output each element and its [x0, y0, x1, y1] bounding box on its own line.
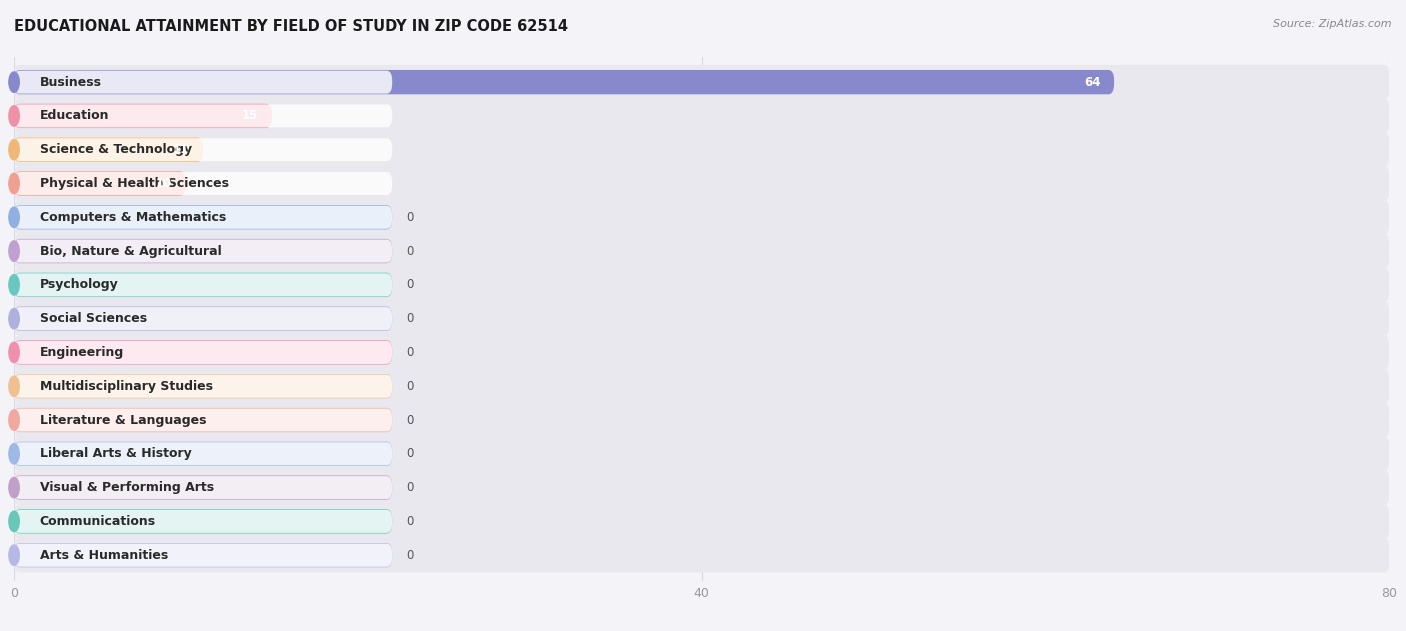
Text: 11: 11 — [173, 143, 190, 156]
Circle shape — [8, 545, 20, 565]
Text: 0: 0 — [406, 211, 413, 224]
Circle shape — [8, 106, 20, 126]
FancyBboxPatch shape — [14, 408, 392, 432]
Text: 0: 0 — [406, 413, 413, 427]
FancyBboxPatch shape — [14, 375, 392, 398]
FancyBboxPatch shape — [14, 408, 392, 432]
Text: Visual & Performing Arts: Visual & Performing Arts — [39, 481, 214, 494]
FancyBboxPatch shape — [14, 240, 392, 262]
FancyBboxPatch shape — [14, 138, 392, 161]
Circle shape — [8, 309, 20, 329]
Text: Computers & Mathematics: Computers & Mathematics — [39, 211, 226, 224]
FancyBboxPatch shape — [14, 65, 1389, 99]
Text: Social Sciences: Social Sciences — [39, 312, 148, 325]
Text: 64: 64 — [1084, 76, 1101, 88]
Text: Business: Business — [39, 76, 101, 88]
Text: 0: 0 — [406, 447, 413, 460]
FancyBboxPatch shape — [14, 302, 1389, 336]
FancyBboxPatch shape — [14, 543, 392, 567]
Circle shape — [8, 342, 20, 363]
Text: Bio, Nature & Agricultural: Bio, Nature & Agricultural — [39, 245, 222, 257]
FancyBboxPatch shape — [14, 133, 1389, 167]
FancyBboxPatch shape — [14, 71, 392, 93]
FancyBboxPatch shape — [14, 239, 392, 263]
FancyBboxPatch shape — [14, 504, 1389, 539]
FancyBboxPatch shape — [14, 476, 392, 499]
FancyBboxPatch shape — [14, 105, 392, 127]
FancyBboxPatch shape — [14, 172, 186, 196]
FancyBboxPatch shape — [14, 205, 392, 230]
FancyBboxPatch shape — [14, 340, 392, 365]
FancyBboxPatch shape — [14, 273, 392, 297]
Text: 0: 0 — [406, 549, 413, 562]
Text: Science & Technology: Science & Technology — [39, 143, 193, 156]
Circle shape — [8, 274, 20, 295]
FancyBboxPatch shape — [14, 335, 1389, 370]
FancyBboxPatch shape — [14, 538, 1389, 572]
Text: 0: 0 — [406, 481, 413, 494]
FancyBboxPatch shape — [14, 70, 1114, 94]
FancyBboxPatch shape — [14, 442, 392, 466]
Text: Literature & Languages: Literature & Languages — [39, 413, 207, 427]
Circle shape — [8, 241, 20, 261]
Text: Physical & Health Sciences: Physical & Health Sciences — [39, 177, 229, 190]
Circle shape — [8, 444, 20, 464]
FancyBboxPatch shape — [14, 403, 1389, 437]
Circle shape — [8, 72, 20, 92]
FancyBboxPatch shape — [14, 200, 1389, 235]
Circle shape — [8, 376, 20, 396]
Text: Education: Education — [39, 109, 110, 122]
Text: 0: 0 — [406, 346, 413, 359]
Text: Arts & Humanities: Arts & Humanities — [39, 549, 169, 562]
Text: Psychology: Psychology — [39, 278, 118, 292]
Text: 15: 15 — [242, 109, 259, 122]
Text: Liberal Arts & History: Liberal Arts & History — [39, 447, 191, 460]
FancyBboxPatch shape — [14, 103, 271, 128]
Circle shape — [8, 174, 20, 194]
FancyBboxPatch shape — [14, 470, 1389, 505]
Text: Communications: Communications — [39, 515, 156, 528]
FancyBboxPatch shape — [14, 442, 392, 465]
Circle shape — [8, 511, 20, 531]
FancyBboxPatch shape — [14, 138, 202, 162]
FancyBboxPatch shape — [14, 437, 1389, 471]
Text: Source: ZipAtlas.com: Source: ZipAtlas.com — [1274, 19, 1392, 29]
Circle shape — [8, 410, 20, 430]
FancyBboxPatch shape — [14, 307, 392, 330]
FancyBboxPatch shape — [14, 273, 392, 297]
Circle shape — [8, 139, 20, 160]
Text: 10: 10 — [156, 177, 172, 190]
Circle shape — [8, 207, 20, 228]
FancyBboxPatch shape — [14, 341, 392, 364]
Circle shape — [8, 478, 20, 498]
FancyBboxPatch shape — [14, 544, 392, 567]
Text: EDUCATIONAL ATTAINMENT BY FIELD OF STUDY IN ZIP CODE 62514: EDUCATIONAL ATTAINMENT BY FIELD OF STUDY… — [14, 19, 568, 34]
Text: 0: 0 — [406, 380, 413, 392]
FancyBboxPatch shape — [14, 369, 1389, 403]
FancyBboxPatch shape — [14, 172, 392, 195]
FancyBboxPatch shape — [14, 475, 392, 500]
FancyBboxPatch shape — [14, 206, 392, 229]
FancyBboxPatch shape — [14, 234, 1389, 268]
FancyBboxPatch shape — [14, 98, 1389, 133]
FancyBboxPatch shape — [14, 374, 392, 398]
FancyBboxPatch shape — [14, 268, 1389, 302]
Text: 0: 0 — [406, 515, 413, 528]
FancyBboxPatch shape — [14, 510, 392, 533]
FancyBboxPatch shape — [14, 166, 1389, 201]
Text: 0: 0 — [406, 245, 413, 257]
Text: 0: 0 — [406, 278, 413, 292]
Text: Multidisciplinary Studies: Multidisciplinary Studies — [39, 380, 212, 392]
Text: 0: 0 — [406, 312, 413, 325]
FancyBboxPatch shape — [14, 307, 392, 331]
FancyBboxPatch shape — [14, 509, 392, 534]
Text: Engineering: Engineering — [39, 346, 124, 359]
